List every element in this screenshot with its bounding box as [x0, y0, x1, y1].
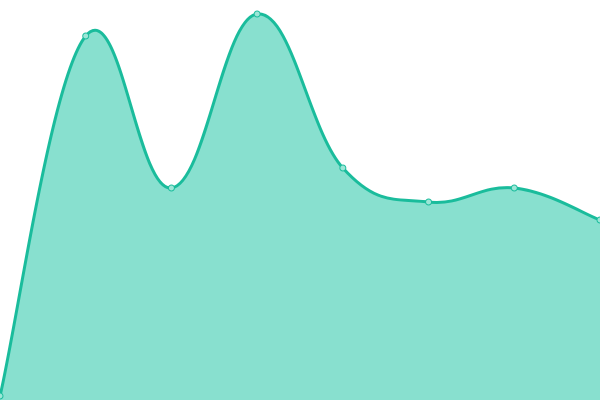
data-point: [167, 184, 175, 192]
data-point: [339, 164, 347, 172]
series-line: [0, 12, 600, 397]
data-point: [425, 198, 433, 206]
data-point: [596, 216, 600, 224]
data-point: [82, 32, 90, 40]
data-point: [253, 10, 261, 18]
data-point: [0, 392, 4, 400]
data-points: [0, 10, 600, 400]
data-point: [510, 184, 518, 192]
area-fill: [0, 13, 600, 400]
